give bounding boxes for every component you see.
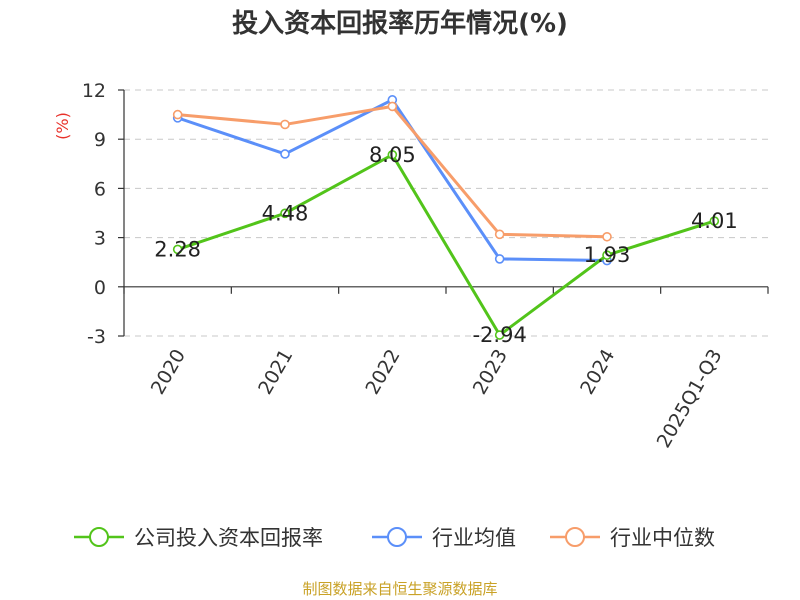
data-point [387, 149, 398, 160]
x-tick-label: 2020 [147, 346, 190, 399]
series-line [177, 153, 715, 337]
legend-marker [565, 527, 585, 547]
data-label: 4.48 [262, 201, 309, 225]
x-tick-label: 2024 [576, 346, 619, 399]
data-label: 2.28 [154, 237, 201, 261]
legend: 公司投入资本回报率 行业均值 行业中位数 [74, 526, 715, 550]
legend-label: 公司投入资本回报率 [134, 526, 323, 550]
source-note: 制图数据来自恒生聚源数据库 [302, 580, 497, 598]
x-tick-label: 2022 [361, 346, 404, 399]
chart-title: 投入资本回报率历年情况(%) [232, 8, 568, 39]
data-point [602, 231, 612, 242]
x-tick-label: 2023 [469, 345, 512, 398]
data-label: 8.05 [369, 143, 416, 167]
y-tick-label: 9 [94, 129, 106, 151]
data-label: 1.93 [584, 243, 631, 267]
data-point [280, 119, 290, 130]
x-tick-labels: 2020 2021 2022 2023 2024 2025Q1-Q3 [147, 345, 727, 451]
data-point [280, 208, 290, 219]
data-point [709, 216, 720, 226]
data-point [602, 250, 612, 260]
y-tick-label: 6 [94, 178, 106, 200]
data-labels: 2.28 4.48 8.05 -2.94 1.93 4.01 [154, 143, 737, 347]
x-tick-label: 2021 [254, 346, 297, 399]
x-tick-label: 2025Q1-Q3 [653, 346, 727, 452]
series-line [177, 104, 608, 239]
legend-marker [89, 527, 109, 547]
gridlines [118, 89, 768, 337]
data-point [172, 244, 183, 255]
data-label: -2.94 [472, 323, 526, 347]
y-tick-label: 12 [82, 80, 106, 102]
y-tick-labels: 12 9 6 3 0 -3 [82, 80, 106, 348]
legend-label: 行业均值 [432, 526, 516, 550]
data-point [494, 330, 505, 340]
data-point [280, 149, 290, 159]
axes [123, 90, 769, 336]
legend-label: 行业中位数 [610, 526, 715, 550]
y-tick-label: 0 [94, 277, 106, 299]
y-axis-label: (%) [53, 112, 72, 140]
data-point [494, 254, 505, 264]
y-tick-label: 3 [94, 228, 106, 250]
legend-marker [387, 527, 407, 547]
data-point [494, 229, 505, 240]
y-tick-label: -3 [87, 326, 106, 348]
data-point [387, 101, 398, 112]
data-point [172, 109, 183, 120]
series-lines [172, 95, 720, 340]
data-label: 4.01 [691, 209, 738, 233]
